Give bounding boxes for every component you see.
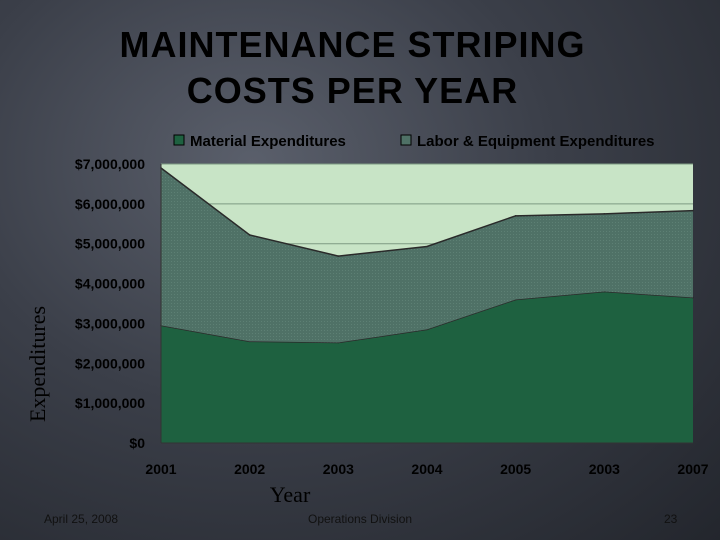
data-point bbox=[603, 213, 606, 215]
y-tick-label: $6,000,000 bbox=[75, 196, 145, 212]
y-tick-label: $7,000,000 bbox=[75, 156, 145, 172]
y-tick-label: $3,000,000 bbox=[75, 315, 145, 331]
data-point bbox=[248, 234, 251, 236]
x-tick-label: 2004 bbox=[411, 461, 442, 477]
data-point bbox=[426, 245, 428, 248]
footer-division: Operations Division bbox=[308, 512, 413, 526]
y-tick-label: $5,000,000 bbox=[75, 236, 145, 252]
x-tick-label: 2003 bbox=[323, 461, 354, 477]
x-tick-label: 2007 bbox=[677, 461, 708, 477]
data-point bbox=[337, 255, 340, 257]
y-tick-label: $4,000,000 bbox=[75, 276, 145, 292]
y-axis-title: Expenditures bbox=[25, 305, 50, 423]
x-axis-title: Year bbox=[269, 482, 311, 507]
series-area-labor-equipment bbox=[161, 167, 693, 343]
x-tick-label: 2001 bbox=[145, 461, 176, 477]
y-tick-label: $1,000,000 bbox=[75, 395, 145, 411]
slide-title: MAINTENANCE STRIPING COSTS PER YEAR bbox=[0, 22, 705, 114]
x-tick-label: 2003 bbox=[589, 461, 620, 477]
title-line-2: COSTS PER YEAR bbox=[186, 70, 519, 111]
footer-page-number: 23 bbox=[664, 512, 678, 526]
legend-swatch bbox=[173, 134, 185, 146]
legend-label: Labor & Equipment Expenditures bbox=[417, 133, 655, 150]
y-tick-label: $0 bbox=[129, 435, 145, 451]
series-area-material bbox=[161, 291, 693, 443]
legend-label: Material Expenditures bbox=[190, 133, 346, 150]
footer-date: April 25, 2008 bbox=[44, 512, 119, 526]
data-point bbox=[692, 209, 694, 212]
x-tick-label: 2002 bbox=[234, 461, 265, 477]
data-point bbox=[514, 215, 517, 217]
title-line-1: MAINTENANCE STRIPING bbox=[119, 24, 586, 65]
y-tick-label: $2,000,000 bbox=[75, 355, 145, 371]
x-tick-label: 2005 bbox=[500, 461, 531, 477]
legend-swatch bbox=[400, 134, 412, 146]
